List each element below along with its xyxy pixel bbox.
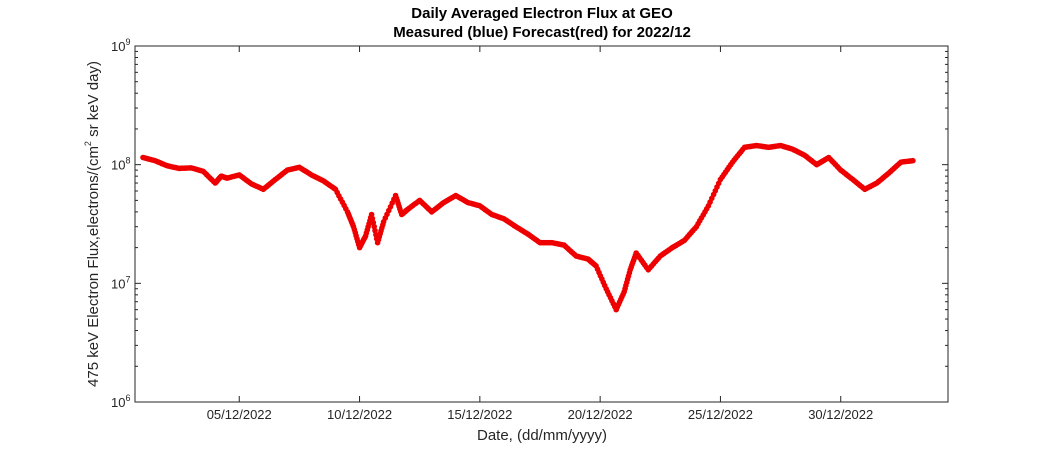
x-tick-label: 10/12/2022	[327, 407, 392, 422]
x-tick-label: 25/12/2022	[688, 407, 753, 422]
x-axis-label: Date, (dd/mm/yyyy)	[477, 427, 607, 444]
y-tick-label: 107	[111, 274, 130, 291]
x-tick-label: 15/12/2022	[447, 407, 512, 422]
x-tick-label: 05/12/2022	[207, 407, 272, 422]
x-tick-label: 30/12/2022	[808, 407, 873, 422]
x-axis: 05/12/2022 10/12/2022 15/12/2022 20/12/2022…	[207, 46, 873, 422]
data-point	[910, 157, 916, 164]
chart-subtitle: Measured (blue) Forecast(red) for 2022/1…	[393, 24, 691, 41]
chart-title: Daily Averaged Electron Flux at GEO	[411, 5, 673, 22]
plot-area	[134, 45, 949, 403]
x-tick-label: 20/12/2022	[568, 407, 633, 422]
y-tick-label: 106	[111, 393, 130, 410]
y-axis-label-main: 475 keV Electron Flux,electrons/(cm	[85, 146, 102, 387]
y-tick-label: 109	[111, 37, 130, 54]
y-axis-label-superscript: 2	[83, 141, 93, 146]
y-axis: 106 107 108 109	[111, 37, 948, 410]
y-axis-label: 475 keV Electron Flux,electrons/(cm2 sr …	[83, 61, 102, 387]
data-series	[140, 142, 916, 313]
y-tick-label: 108	[111, 156, 130, 173]
y-axis-label-tail: sr keV day)	[85, 61, 102, 141]
